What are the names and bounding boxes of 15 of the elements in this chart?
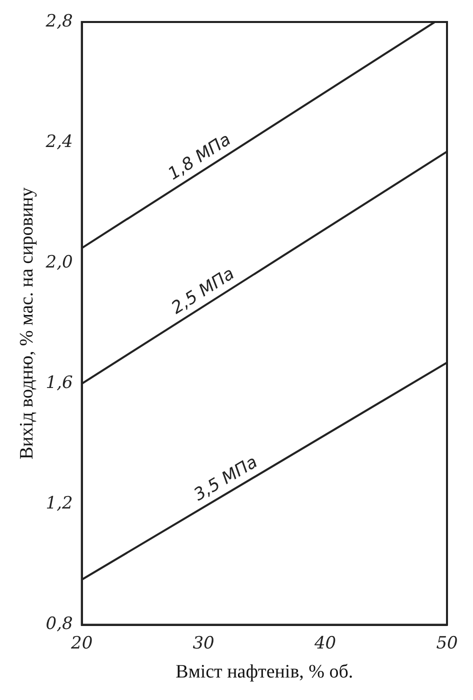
- y-tick-label: 0,8: [46, 614, 74, 634]
- y-tick-label: 1,6: [46, 373, 74, 394]
- x-axis-title: Вміст нафтенів, % об.: [176, 662, 354, 683]
- y-axis-title: Вихід водню, % мас. на сировину: [16, 186, 38, 460]
- y-tick-label: 2,8: [44, 11, 74, 32]
- annotation: 3,5 МПа: [190, 452, 262, 506]
- y-tick-label: 1,2: [46, 494, 73, 514]
- x-tick-label: 30: [192, 633, 215, 654]
- y-tick-label: 2,0: [44, 252, 74, 273]
- annotation: 2,5 МПа: [168, 264, 238, 318]
- x-tick-label: 40: [313, 633, 336, 654]
- y-tick-label: 2,4: [44, 132, 73, 152]
- annotation: 1,8 МПа: [164, 130, 235, 184]
- x-tick-label: 20: [70, 633, 93, 654]
- x-tick-label: 50: [436, 633, 458, 654]
